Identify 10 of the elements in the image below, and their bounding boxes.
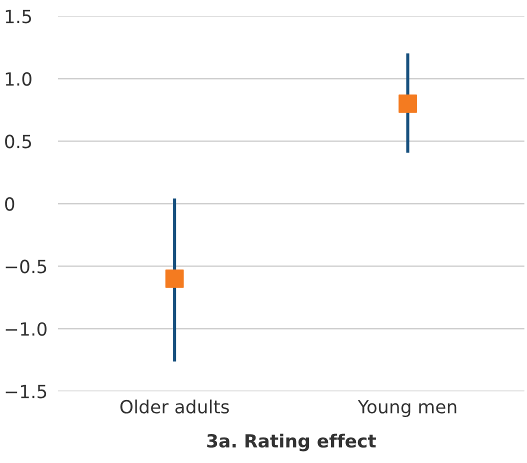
y-tick-label: 1.5	[6, 10, 32, 24]
y-tick-label: −1.0	[6, 322, 47, 336]
x-axis-title: 3a. Rating effect	[207, 434, 376, 452]
y-tick-label: −1.5	[6, 384, 46, 398]
y-tick-label: 1.0	[6, 72, 32, 86]
y-tick-label: 0.5	[5, 134, 32, 148]
x-tick-label: Older adults	[120, 400, 229, 414]
y-tick-label: −0.5	[6, 260, 46, 274]
y-tick-label: 0	[5, 197, 14, 211]
x-tick-label: Young men	[358, 400, 456, 418]
